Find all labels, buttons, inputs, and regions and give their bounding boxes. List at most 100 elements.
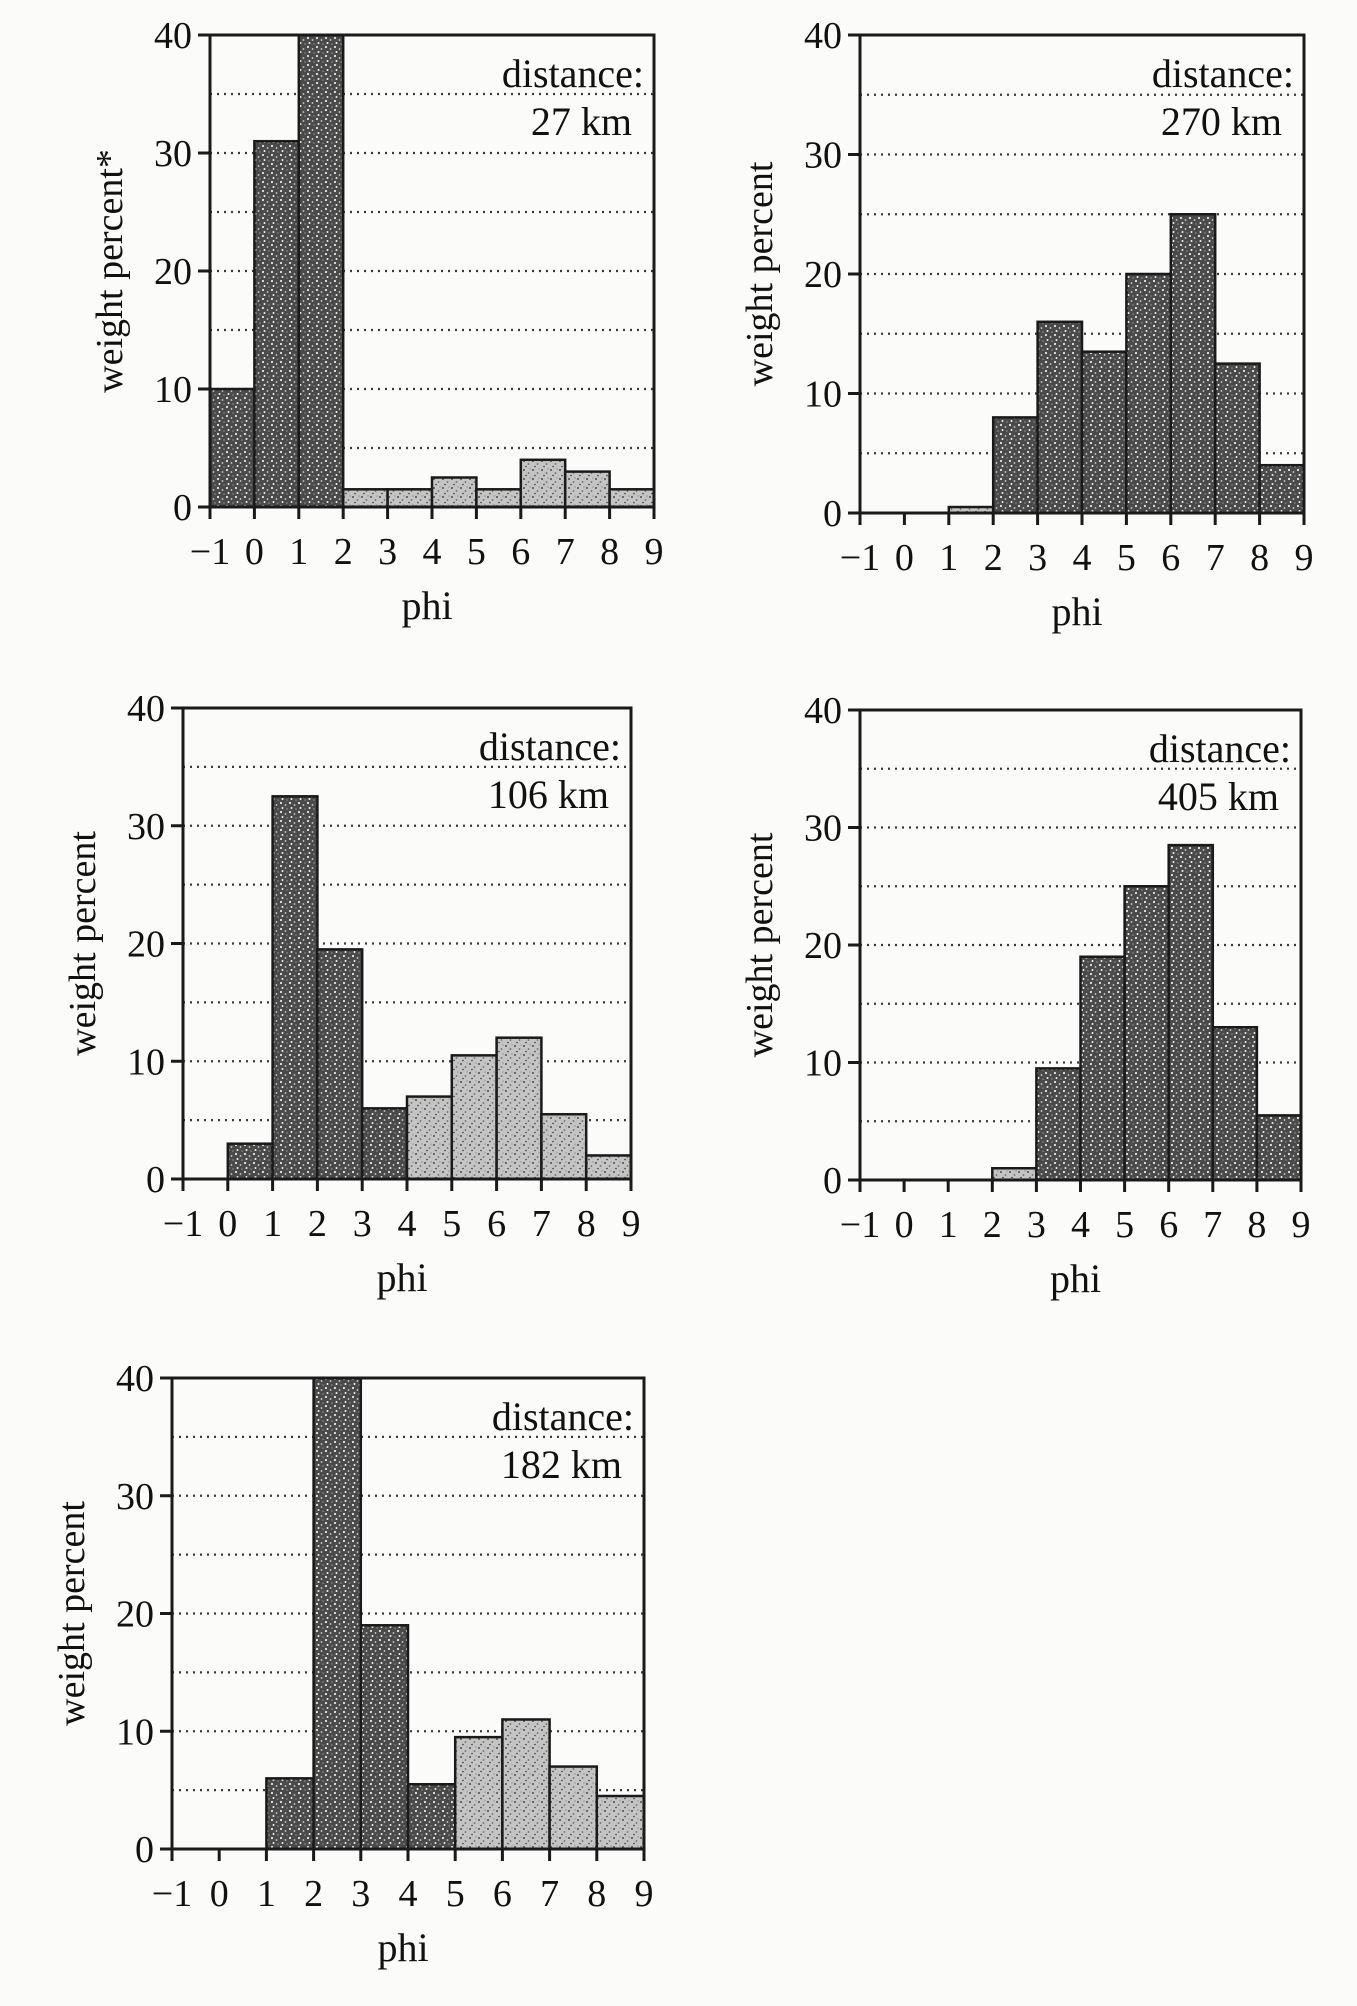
distance-label: distance: [502, 51, 644, 96]
y-tick-label: 40 [116, 1358, 154, 1400]
histogram-bar [1167, 843, 1215, 1182]
x-tick-label: 9 [622, 1203, 641, 1245]
histogram-bar [991, 416, 1039, 515]
y-tick-label: 0 [146, 1159, 165, 1201]
x-tick-label: 4 [1071, 1204, 1090, 1246]
y-tick-label: 0 [823, 1160, 842, 1202]
y-axis-label: weight percent* [89, 149, 131, 393]
distance-value: 270 km [1161, 99, 1282, 144]
x-tick-label: 2 [304, 1873, 323, 1915]
y-tick-label: 30 [154, 133, 192, 175]
x-tick-label: 1 [257, 1873, 276, 1915]
histogram-bar [265, 1777, 315, 1851]
y-tick-label: 20 [804, 925, 842, 967]
x-tick-label: −1 [163, 1203, 203, 1245]
x-tick-label: −1 [152, 1873, 192, 1915]
distance-value: 27 km [531, 99, 632, 144]
histogram-bar [406, 1782, 457, 1851]
histogram-bar [540, 1112, 588, 1181]
histogram-bar [1213, 362, 1261, 515]
histogram-bar [208, 387, 256, 509]
x-tick-label: 7 [1203, 1204, 1222, 1246]
y-tick-label: 30 [804, 808, 842, 850]
histogram-bar [1169, 213, 1217, 515]
x-tick-label: 8 [587, 1873, 606, 1915]
y-tick-label: 10 [154, 369, 192, 411]
histogram-bar [1080, 350, 1128, 515]
y-tick-label: 0 [135, 1829, 154, 1871]
histogram-bar [1125, 272, 1173, 515]
x-tick-label: 2 [308, 1203, 327, 1245]
y-axis-label: weight percent [739, 832, 781, 1057]
histogram-bar [608, 488, 656, 509]
x-tick-label: 7 [540, 1873, 559, 1915]
x-tick-label: 5 [467, 531, 486, 573]
histogram-bar [1036, 320, 1084, 515]
x-tick-label: 2 [983, 1204, 1002, 1246]
distance-label: distance: [479, 724, 621, 769]
distance-value: 182 km [501, 1442, 622, 1487]
x-tick-label: 3 [1028, 537, 1047, 579]
x-tick-label: 3 [378, 531, 397, 573]
histogram-bar [386, 488, 434, 509]
x-tick-label: 2 [334, 531, 353, 573]
histogram-bar [584, 1154, 633, 1181]
x-tick-label: 5 [442, 1203, 461, 1245]
x-tick-label: 1 [939, 1204, 958, 1246]
x-tick-label: −1 [190, 531, 230, 573]
y-tick-label: 20 [127, 924, 165, 966]
distance-label: distance: [1152, 51, 1294, 96]
histogram-bar [253, 139, 301, 509]
x-tick-label: 3 [1027, 1204, 1046, 1246]
histogram-bar [563, 470, 611, 509]
distance-label: distance: [1149, 726, 1291, 771]
x-tick-label: 5 [1117, 537, 1136, 579]
y-tick-label: 10 [804, 1043, 842, 1085]
histogram-bar [1079, 955, 1126, 1182]
x-tick-label: 6 [487, 1203, 506, 1245]
x-tick-label: 9 [635, 1873, 654, 1915]
distance-label: distance: [492, 1394, 634, 1439]
histogram-bar [475, 488, 523, 509]
histogram-bar [341, 488, 389, 509]
x-tick-label: 8 [600, 531, 619, 573]
y-axis-label: weight percent [62, 831, 104, 1056]
histogram-bar [519, 458, 567, 509]
y-tick-label: 20 [116, 1594, 154, 1636]
histogram-bar [501, 1718, 551, 1851]
x-tick-label: 6 [1161, 537, 1180, 579]
x-tick-label: 5 [446, 1873, 465, 1915]
y-tick-label: 10 [804, 374, 842, 416]
x-tick-label: 6 [493, 1873, 512, 1915]
x-tick-label: 0 [210, 1873, 229, 1915]
x-tick-label: 8 [1250, 537, 1269, 579]
histogram-bar [991, 1167, 1038, 1182]
x-axis-label: phi [376, 1255, 427, 1300]
histogram-bar [1211, 1026, 1259, 1182]
histogram-bar [1123, 885, 1170, 1182]
histogram-bar [297, 33, 345, 509]
x-tick-label: 3 [351, 1873, 370, 1915]
y-axis-label: weight percent [739, 161, 781, 386]
distance-value: 405 km [1158, 774, 1279, 819]
x-tick-label: 0 [245, 531, 264, 573]
x-tick-label: 8 [1247, 1204, 1266, 1246]
x-tick-label: 8 [577, 1203, 596, 1245]
x-axis-label: phi [1050, 1256, 1101, 1301]
x-tick-label: 7 [1206, 537, 1225, 579]
x-tick-label: 6 [511, 531, 530, 573]
histogram-bar [405, 1095, 454, 1181]
x-tick-label: 1 [263, 1203, 282, 1245]
y-tick-label: 40 [154, 15, 192, 57]
x-tick-label: 0 [895, 1204, 914, 1246]
histogram-bar [316, 948, 364, 1181]
x-axis-label: phi [1051, 589, 1102, 634]
x-tick-label: 7 [532, 1203, 551, 1245]
histogram-bar [1035, 1067, 1082, 1182]
histogram-bar [360, 1107, 409, 1181]
